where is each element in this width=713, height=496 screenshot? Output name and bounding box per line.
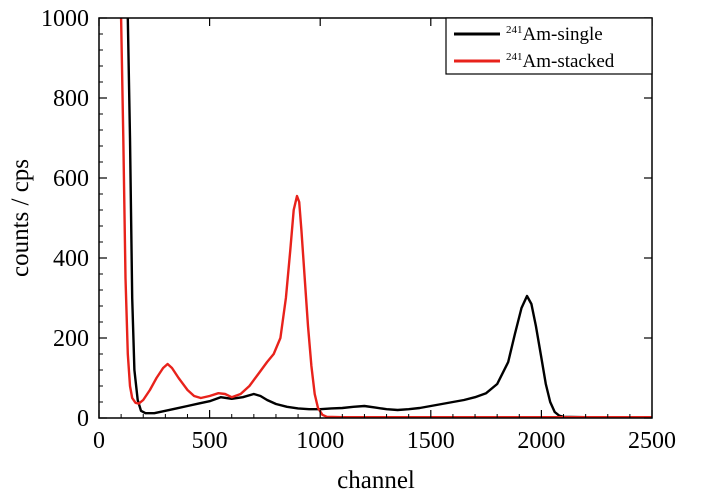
legend-label-stacked-text: Am-stacked: [523, 51, 615, 72]
legend-label-stacked: 241Am-stacked: [506, 51, 615, 72]
x-tick-label: 1000: [296, 428, 344, 454]
x-tick-label: 0: [93, 428, 105, 454]
x-tick-label: 1500: [407, 428, 455, 454]
y-tick-label: 1000: [41, 6, 89, 32]
x-tick-label: 2500: [628, 428, 676, 454]
x-axis-title: channel: [337, 467, 415, 494]
y-tick-label: 400: [53, 246, 89, 272]
series-layer: [119, 18, 652, 418]
legend: 241Am-single 241Am-stacked: [445, 17, 653, 75]
legend-label-stacked-sup: 241: [506, 51, 523, 63]
x-tick-label: 2000: [517, 428, 565, 454]
ticks-layer: [98, 17, 653, 419]
y-tick-label: 200: [53, 326, 89, 352]
legend-label-single: 241Am-single: [506, 24, 603, 45]
y-tick-label: 600: [53, 166, 89, 192]
legend-label-single-text: Am-single: [523, 24, 603, 45]
y-tick-label: 800: [53, 86, 89, 112]
y-axis-title: counts / cps: [7, 159, 34, 277]
series-line-1: [119, 18, 652, 418]
plot-frame: [98, 17, 653, 419]
labels-layer: 0 500 1000 1500 2000 2500 0 200 400 600 800 1000: [41, 6, 676, 454]
legend-box: [445, 17, 653, 75]
legend-label-single-sup: 241: [506, 24, 523, 36]
series-line-0: [126, 18, 652, 418]
x-tick-label: 500: [192, 428, 228, 454]
y-tick-label: 0: [77, 406, 89, 432]
